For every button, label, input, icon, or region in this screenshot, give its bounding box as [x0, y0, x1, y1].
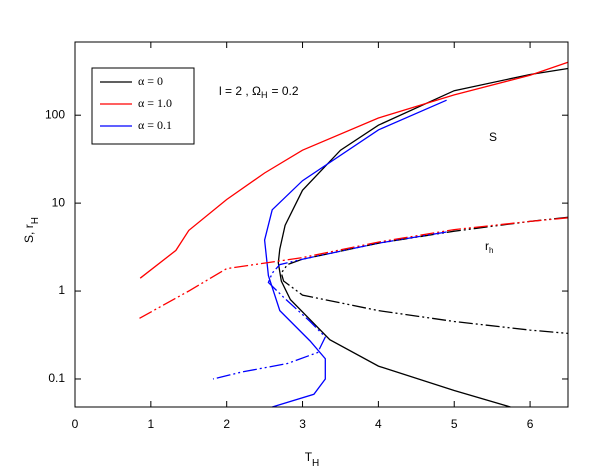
curve-label-r: rh	[485, 239, 493, 255]
y-tick-label: 1	[58, 283, 65, 297]
curve-label-s: S	[489, 130, 497, 144]
curve-label-r-text: r	[485, 239, 489, 253]
annotation: l = 2 , ΩH = 0.2	[219, 84, 299, 100]
annotation-tail: = 0.2	[272, 84, 299, 98]
plot-frame	[74, 41, 569, 408]
y-tick-label: 100	[45, 107, 65, 121]
x-tick-label: 4	[375, 417, 382, 431]
x-tick-label: 6	[527, 417, 534, 431]
curve	[277, 67, 569, 408]
y-axis-label-sub: H	[30, 217, 41, 224]
legend-label: α = 0	[138, 74, 163, 88]
x-tick-label: 5	[451, 417, 458, 431]
x-axis-label-text: T	[305, 450, 313, 464]
x-tick-label: 3	[299, 417, 306, 431]
y-axis-label-text: S, r	[22, 224, 36, 243]
curve	[212, 231, 447, 380]
x-axis-label-sub: H	[312, 458, 319, 469]
annotation-text: l = 2 , Ω	[219, 84, 261, 98]
x-tick-label: 2	[223, 417, 230, 431]
curve	[280, 216, 569, 335]
curve	[263, 99, 447, 408]
x-tick-label: 0	[72, 417, 79, 431]
x-axis-label: TH	[305, 450, 320, 468]
legend-label: α = 1.0	[138, 96, 172, 110]
curve-label-r-sub: h	[489, 246, 493, 255]
legend-label: α = 0.1	[138, 118, 172, 132]
legend-box	[91, 67, 195, 145]
y-tick-label: 0.1	[48, 371, 65, 385]
curve	[139, 217, 569, 319]
annotation-sub: H	[261, 90, 268, 100]
curve	[139, 61, 569, 279]
y-tick-label: 10	[52, 195, 66, 209]
x-tick-label: 1	[148, 417, 155, 431]
y-axis-label: S, rH	[22, 217, 40, 243]
